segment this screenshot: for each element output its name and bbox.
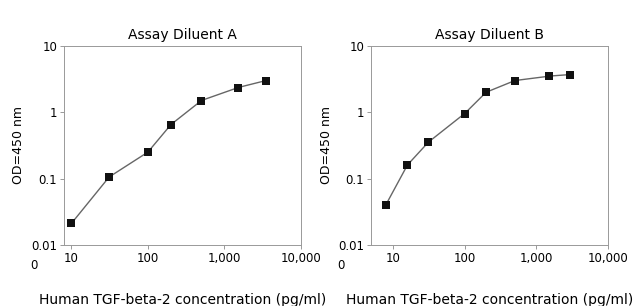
- X-axis label: Human TGF-beta-2 concentration (pg/ml): Human TGF-beta-2 concentration (pg/ml): [39, 293, 326, 306]
- Point: [565, 72, 575, 77]
- Point: [544, 74, 554, 79]
- Title: Assay Diluent B: Assay Diluent B: [435, 28, 544, 42]
- Point: [233, 85, 243, 90]
- Point: [166, 122, 176, 127]
- Text: 0: 0: [337, 259, 344, 272]
- Title: Assay Diluent A: Assay Diluent A: [128, 28, 237, 42]
- Point: [481, 90, 492, 95]
- Point: [67, 221, 77, 226]
- Text: 0: 0: [29, 259, 37, 272]
- Point: [196, 98, 207, 103]
- Point: [261, 78, 271, 83]
- X-axis label: Human TGF-beta-2 concentration (pg/ml): Human TGF-beta-2 concentration (pg/ml): [346, 293, 633, 306]
- Point: [403, 162, 413, 167]
- Point: [143, 150, 153, 155]
- Y-axis label: OD=450 nm: OD=450 nm: [320, 106, 333, 184]
- Y-axis label: OD=450 nm: OD=450 nm: [13, 106, 26, 184]
- Point: [509, 78, 520, 83]
- Point: [423, 140, 433, 145]
- Point: [460, 111, 470, 116]
- Point: [381, 203, 391, 207]
- Point: [104, 175, 114, 180]
